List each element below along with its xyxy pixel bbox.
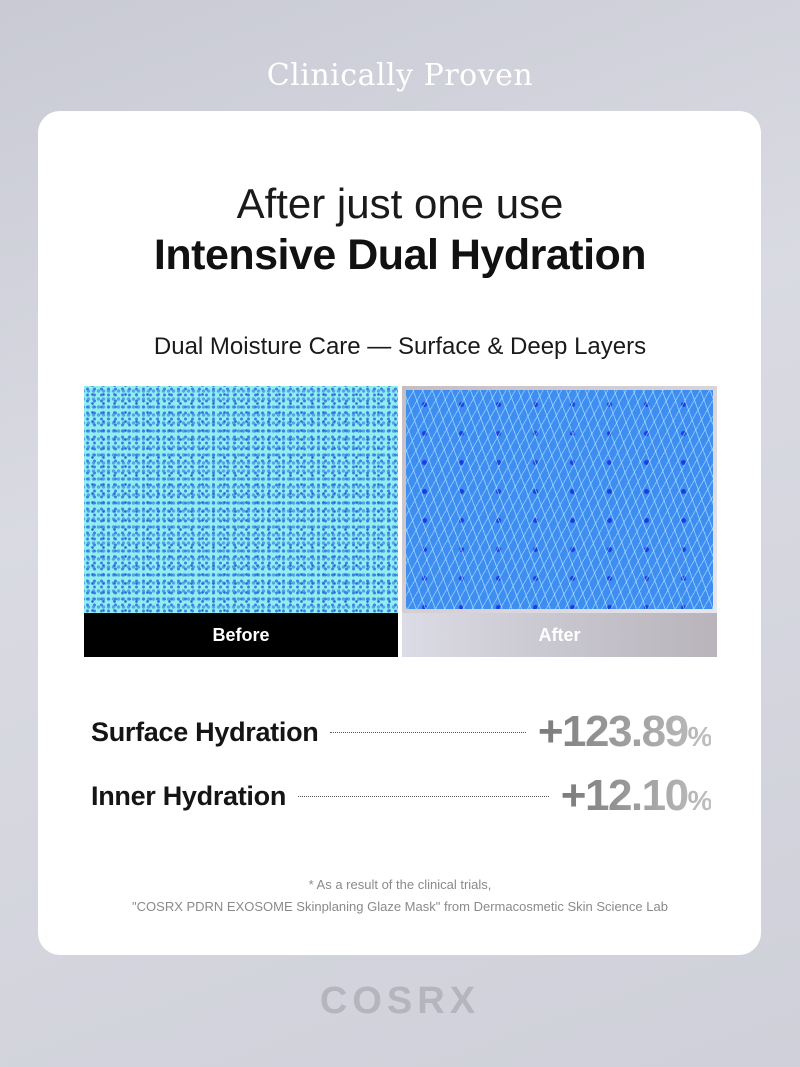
dotted-leader bbox=[298, 795, 549, 797]
brand-logo: COSRX bbox=[319, 980, 481, 1022]
dotted-leader bbox=[330, 731, 526, 733]
stat-value: +123.89% bbox=[537, 707, 711, 756]
before-label: Before bbox=[84, 613, 398, 657]
stat-row-surface: Surface Hydration +123.89% bbox=[91, 707, 711, 757]
page-title: Clinically Proven bbox=[266, 58, 534, 93]
stat-name: Surface Hydration bbox=[91, 716, 319, 747]
subtitle: Dual Moisture Care — Surface & Deep Laye… bbox=[153, 333, 647, 360]
stat-row-inner: Inner Hydration +12.10% bbox=[91, 771, 711, 821]
after-label: After bbox=[402, 613, 717, 657]
footnote: * As a result of the clinical trials, bbox=[308, 877, 492, 892]
headline-bold: Intensive Dual Hydration bbox=[153, 231, 647, 279]
stat-name: Inner Hydration bbox=[91, 780, 287, 811]
headline: After just one use bbox=[236, 180, 564, 227]
footnote-source: "COSRX PDRN EXOSOME Skinplaning Glaze Ma… bbox=[132, 899, 668, 914]
stat-value: +12.10% bbox=[560, 771, 711, 820]
before-image bbox=[84, 386, 398, 613]
after-image bbox=[402, 386, 717, 613]
